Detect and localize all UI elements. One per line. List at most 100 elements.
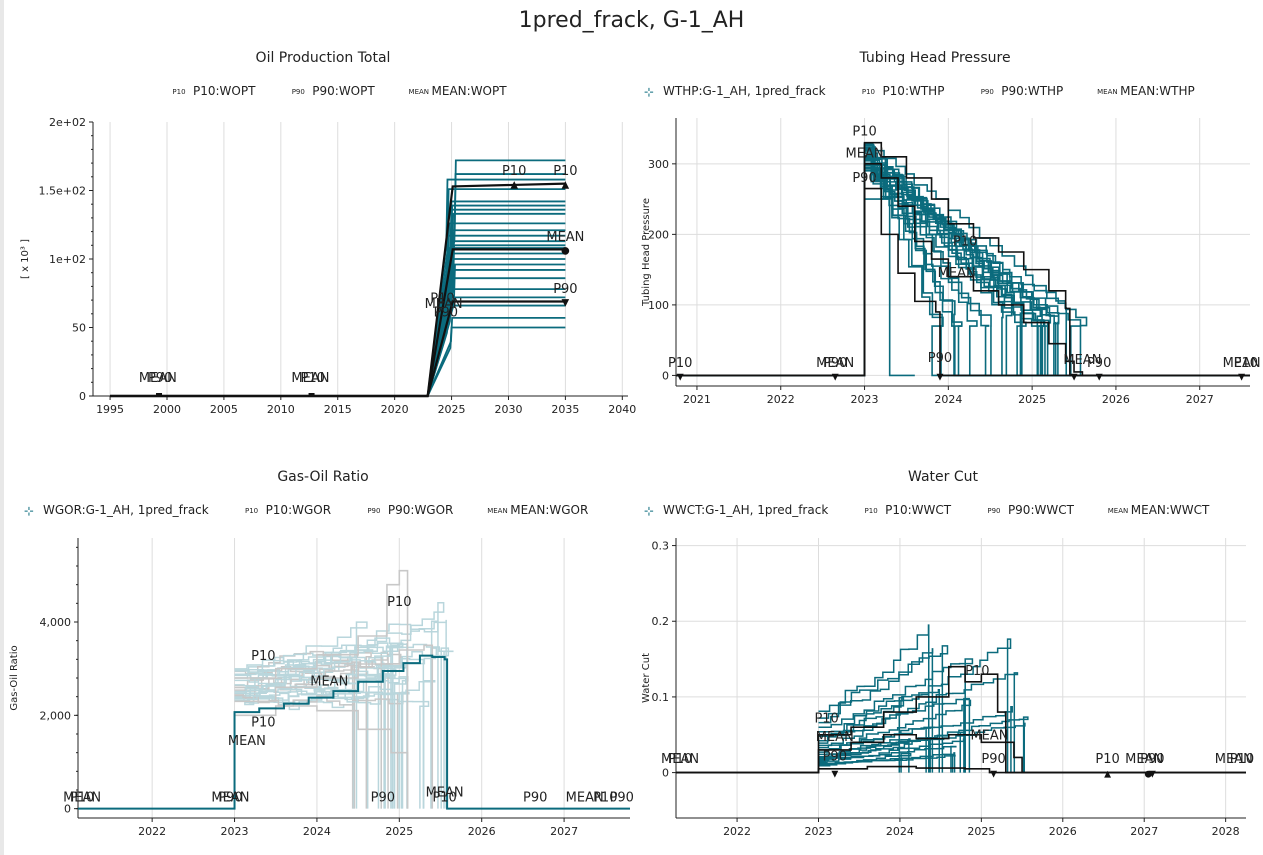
ensemble-realization-line [234, 621, 368, 809]
x-tick-label: 2015 [324, 403, 352, 416]
series-annotation: MEAN [426, 785, 464, 800]
point-marker: ● [561, 245, 570, 256]
y-tick-label: 0.1 [652, 691, 670, 704]
series-annotation: P10 [553, 164, 577, 179]
series-annotation: P10 [251, 715, 275, 730]
point-marker: ▲ [1104, 770, 1111, 780]
point-marker: ▲ [510, 180, 518, 191]
series-annotation: MEAN [211, 790, 249, 805]
series-annotation: P90 [610, 790, 634, 805]
statistic-line [676, 141, 1250, 377]
x-tick-label: 2027 [1186, 393, 1214, 406]
series-annotation: MEAN [970, 728, 1008, 743]
series-annotation: P10 [1095, 752, 1119, 767]
ensemble-realization-line [234, 619, 447, 809]
ensemble-realization-line [818, 745, 957, 773]
series-annotation: P90 [981, 752, 1005, 767]
series-annotation: MEAN [291, 371, 329, 386]
series-annotation: P10 [300, 371, 324, 386]
y-tick-label: 200 [648, 228, 669, 241]
series-annotation: P10 [814, 712, 838, 727]
ensemble-realization-line [818, 752, 912, 773]
figure-title: 1pred_frack, G-1_AH [518, 8, 745, 33]
y-tick-label: 0 [64, 803, 71, 816]
legend-item: P10 P10:WTHP [861, 84, 945, 98]
series-annotation: MEAN [63, 790, 101, 805]
x-tick-label: 2023 [221, 825, 249, 838]
x-tick-label: 2030 [494, 403, 522, 416]
series-annotation: MEAN [139, 371, 177, 386]
x-tick-label: 2024 [934, 393, 962, 406]
x-tick-label: 2022 [138, 825, 166, 838]
series-annotation: P10 [668, 752, 692, 767]
series-annotation: MEAN [1063, 353, 1101, 368]
x-tick-label: 1995 [96, 403, 124, 416]
legend-item: MEAN MEAN:WTHP [1097, 84, 1195, 98]
series-annotation: MEAN [661, 752, 699, 767]
thp-chart-title: Tubing Head Pressure [859, 50, 1011, 66]
ensemble-realization-line [676, 146, 1250, 377]
point-marker: ▼ [562, 297, 570, 308]
x-tick-label: 2023 [851, 393, 879, 406]
series-annotation: P90 [148, 371, 172, 386]
series-annotation: P10 [432, 790, 456, 805]
x-tick-label: 2010 [267, 403, 295, 416]
y-tick-label: 2,000 [40, 709, 72, 722]
series-annotation: MEAN [566, 790, 604, 805]
water-cut-chart: 2022 2023 2024 2025 2026 2027 2028 0 0.1 0.2 0.3 Wa… [641, 538, 1254, 838]
statistic-line [234, 644, 434, 809]
x-tick-label: 2022 [723, 825, 751, 838]
point-marker: ▼ [1149, 770, 1156, 780]
y-tick-label: 4,000 [40, 616, 72, 629]
y-tick-label: 2e+02 [49, 116, 86, 129]
oil-production-chart: 1995 2000 2005 2010 2015 2020 2025 2030 2035 2040… [20, 116, 636, 416]
series-annotation: P10 [251, 649, 275, 664]
x-tick-label: 2025 [438, 403, 466, 416]
series-annotation: P10 [1234, 356, 1258, 371]
ensemble-realization-line [818, 672, 1019, 773]
series-annotation: P90 [1140, 752, 1164, 767]
series-annotation: P90 [928, 351, 952, 366]
y-tick-label: 0 [662, 767, 669, 780]
series-annotation: MEAN [310, 675, 348, 690]
ensemble-realization-line [676, 142, 1250, 377]
ensemble-realization-line [676, 152, 1250, 377]
point-marker: ▼ [1071, 372, 1078, 382]
ensemble-realization-line [676, 198, 915, 377]
x-tick-label: 2026 [1102, 393, 1130, 406]
ensemble-realization-line [426, 326, 566, 397]
oil-legend: P10 P10:WOPT P90 P90:WOPT MEAN MEAN:WOPT [170, 84, 537, 98]
y-tick-label: 100 [648, 299, 669, 312]
ensemble-realization-line [818, 648, 934, 773]
y-axis-label: Water Cut [641, 653, 652, 703]
series-annotation: MEAN [1125, 752, 1163, 767]
ensemble-realization-line [676, 146, 1250, 377]
x-tick-label: 2035 [551, 403, 579, 416]
ensemble-realization-line [818, 754, 956, 773]
series-annotation: P90 [553, 282, 577, 297]
series-annotation: MEAN [1223, 356, 1261, 371]
series-annotation: P10 [502, 164, 526, 179]
ensemble-realization-line [676, 167, 1250, 377]
ensemble-realization-line [818, 645, 949, 773]
y-axis-label: Gas-Oil Ratio [9, 645, 20, 710]
point-marker: ▼ [832, 372, 839, 382]
legend-item: P90 P90:WWCT [987, 503, 1074, 517]
x-tick-label: 2005 [210, 403, 238, 416]
series-annotation: P90 [218, 790, 242, 805]
series-annotation: P90 [852, 171, 876, 186]
series-annotation: MEAN [425, 297, 463, 312]
point-marker: ▼ [1096, 372, 1103, 382]
series-annotation: P10 [965, 664, 989, 679]
y-tick-label: 0.2 [652, 615, 670, 628]
series-annotation: P10 [668, 356, 692, 371]
x-tick-label: 2040 [608, 403, 636, 416]
series-annotation: P10 [1230, 752, 1254, 767]
x-tick-label: 2000 [153, 403, 181, 416]
ensemble-realization-line [234, 692, 404, 809]
ensemble-realization-line [818, 697, 970, 773]
oil-chart-title: Oil Production Total [255, 50, 391, 66]
ensemble-realization-line [234, 601, 445, 809]
ensemble-realization-line [234, 673, 407, 809]
legend-item: P10 P10:WWCT [864, 503, 952, 517]
